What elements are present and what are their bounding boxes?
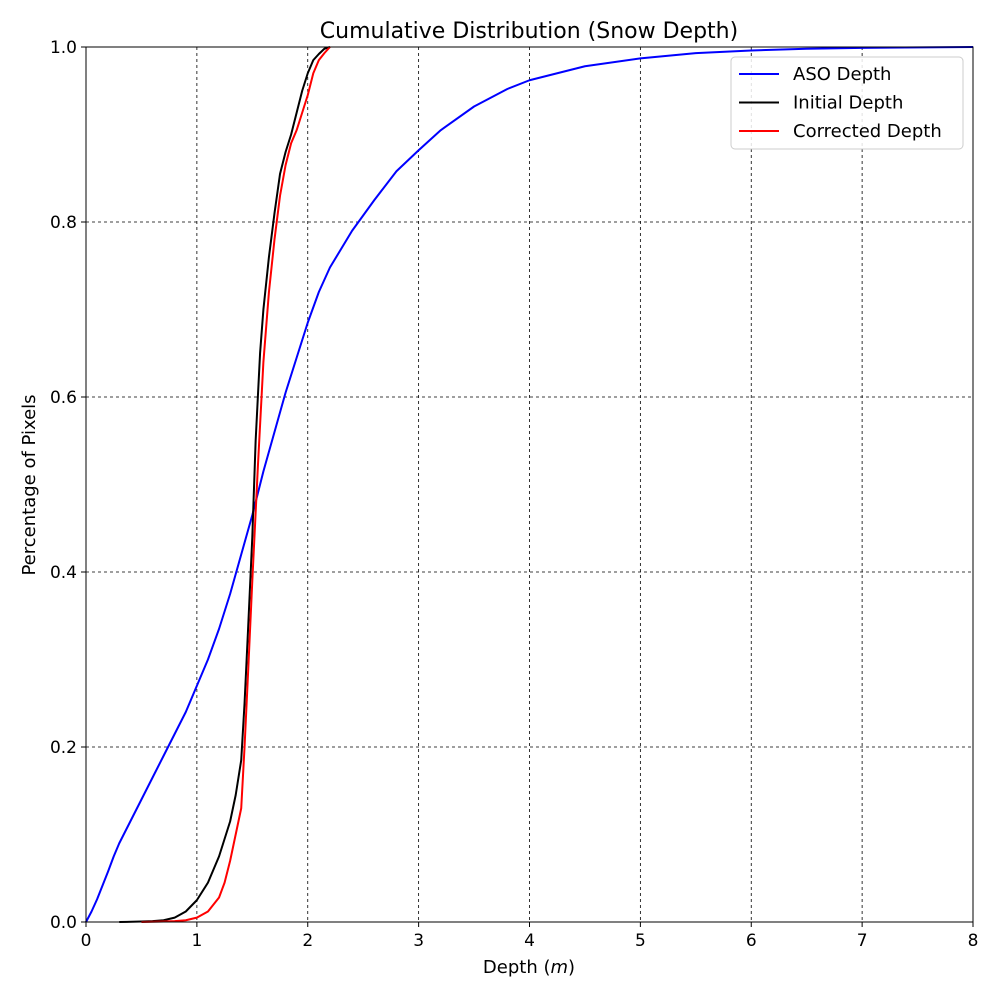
x-tick-label: 0 <box>81 931 92 951</box>
x-axis-label-unit: m <box>551 957 569 978</box>
x-tick-label: 8 <box>968 931 979 951</box>
grid-lines <box>86 47 973 922</box>
legend-label-corrected-depth: Corrected Depth <box>793 121 942 142</box>
x-axis-label-close: ) <box>568 957 575 978</box>
y-tick-label: 0.8 <box>50 213 77 233</box>
x-tick-label: 5 <box>635 931 646 951</box>
x-tick-label: 2 <box>302 931 313 951</box>
legend-label-initial-depth: Initial Depth <box>793 93 903 114</box>
y-tick-label: 1.0 <box>50 38 77 58</box>
plot-area <box>85 46 974 923</box>
legend-label-aso-depth: ASO Depth <box>793 64 891 85</box>
legend-box <box>730 56 964 150</box>
series-line-corrected-depth <box>141 46 331 923</box>
x-tick-label: 4 <box>524 931 535 951</box>
y-tick-label: 0.4 <box>50 563 77 583</box>
x-tick-label: 6 <box>746 931 757 951</box>
x-tick-label: 1 <box>191 931 202 951</box>
y-axis-label: Percentage of Pixels <box>19 394 40 575</box>
x-axis-ticks: 0 1 2 3 4 5 6 7 8 <box>81 922 979 951</box>
series-line-initial-depth <box>119 46 331 923</box>
chart-title: Cumulative Distribution (Snow Depth) <box>320 19 738 44</box>
y-axis-ticks: 0.0 0.2 0.4 0.6 0.8 1.0 <box>50 38 86 933</box>
y-tick-label: 0.6 <box>50 388 77 408</box>
y-tick-label: 0.0 <box>50 913 77 933</box>
x-axis-label-text: Depth ( <box>483 957 551 978</box>
axes-frame <box>85 46 974 923</box>
legend: ASO Depth Initial Depth Corrected Depth <box>730 56 964 150</box>
series-line-aso-depth <box>85 46 974 923</box>
y-tick-label: 0.2 <box>50 738 77 758</box>
x-tick-label: 3 <box>413 931 424 951</box>
x-axis-label: Depth (m) <box>483 957 575 978</box>
x-tick-label: 7 <box>857 931 868 951</box>
